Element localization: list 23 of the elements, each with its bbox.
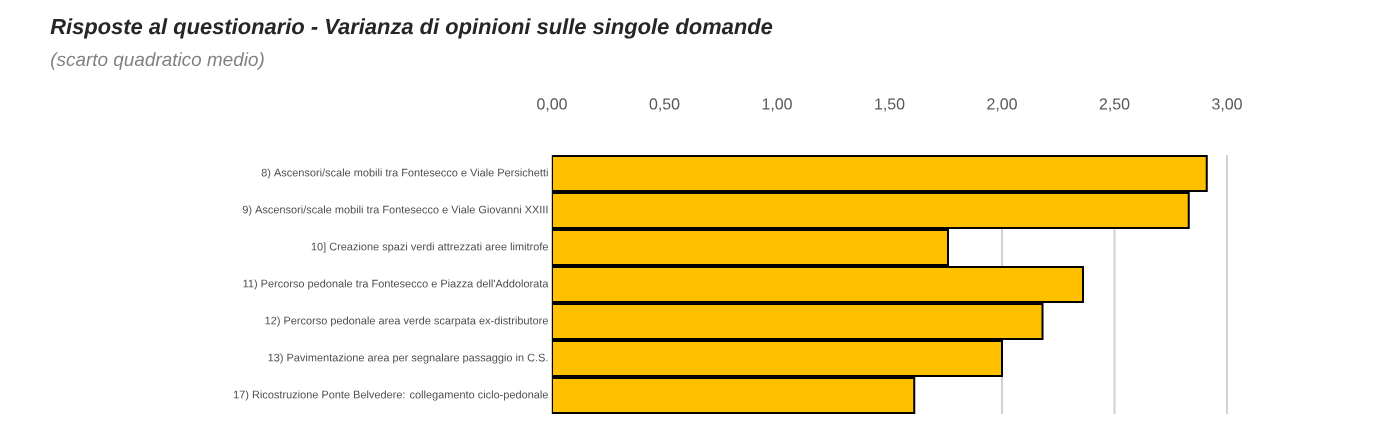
bar	[552, 192, 1190, 229]
x-tick-label: 1,50	[875, 98, 905, 112]
bar	[552, 303, 1044, 340]
x-tick-label: 2,00	[987, 98, 1017, 112]
bar	[552, 156, 1207, 191]
x-tick-label: 0,00	[537, 98, 567, 112]
y-tick-label: 10] Creazione spazi verdi attrezzati aree limitrofe	[311, 242, 548, 253]
y-tick-label: 8) Ascensori/scale mobili tra Fontesecco e Viale Persichetti	[261, 168, 548, 179]
x-tick-label: 1,00	[762, 98, 792, 112]
chart-title: Risposte al questionario - Varianza di opinioni sulle singole domande	[50, 18, 773, 39]
y-tick-label: 17) Ricostruzione Ponte Belvedere: collegamento ciclo-pedonale	[233, 390, 548, 401]
y-tick-label: 9) Ascensori/scale mobili tra Fontesecco e Viale Giovanni XXIII	[242, 205, 548, 216]
bar	[552, 229, 949, 266]
y-tick-label: 12) Percorso pedonale area verde scarpata ex-distributore	[265, 316, 548, 327]
text: (scarto quadratico medio)	[51, 52, 264, 70]
x-tick-label: 0,50	[649, 98, 680, 112]
y-tick-label: 13) Pavimentazione area per segnalare passaggio in C.S.	[268, 353, 548, 364]
y-tick-label: 11) Percorso pedonale tra Fontesecco e Piazza dell'Addolorata	[243, 279, 549, 290]
x-tick-label: 2,50	[1099, 98, 1130, 112]
bar	[552, 266, 1085, 303]
bar	[552, 340, 1004, 377]
x-tick-label: 3,00	[1212, 98, 1242, 112]
bar	[552, 377, 916, 414]
